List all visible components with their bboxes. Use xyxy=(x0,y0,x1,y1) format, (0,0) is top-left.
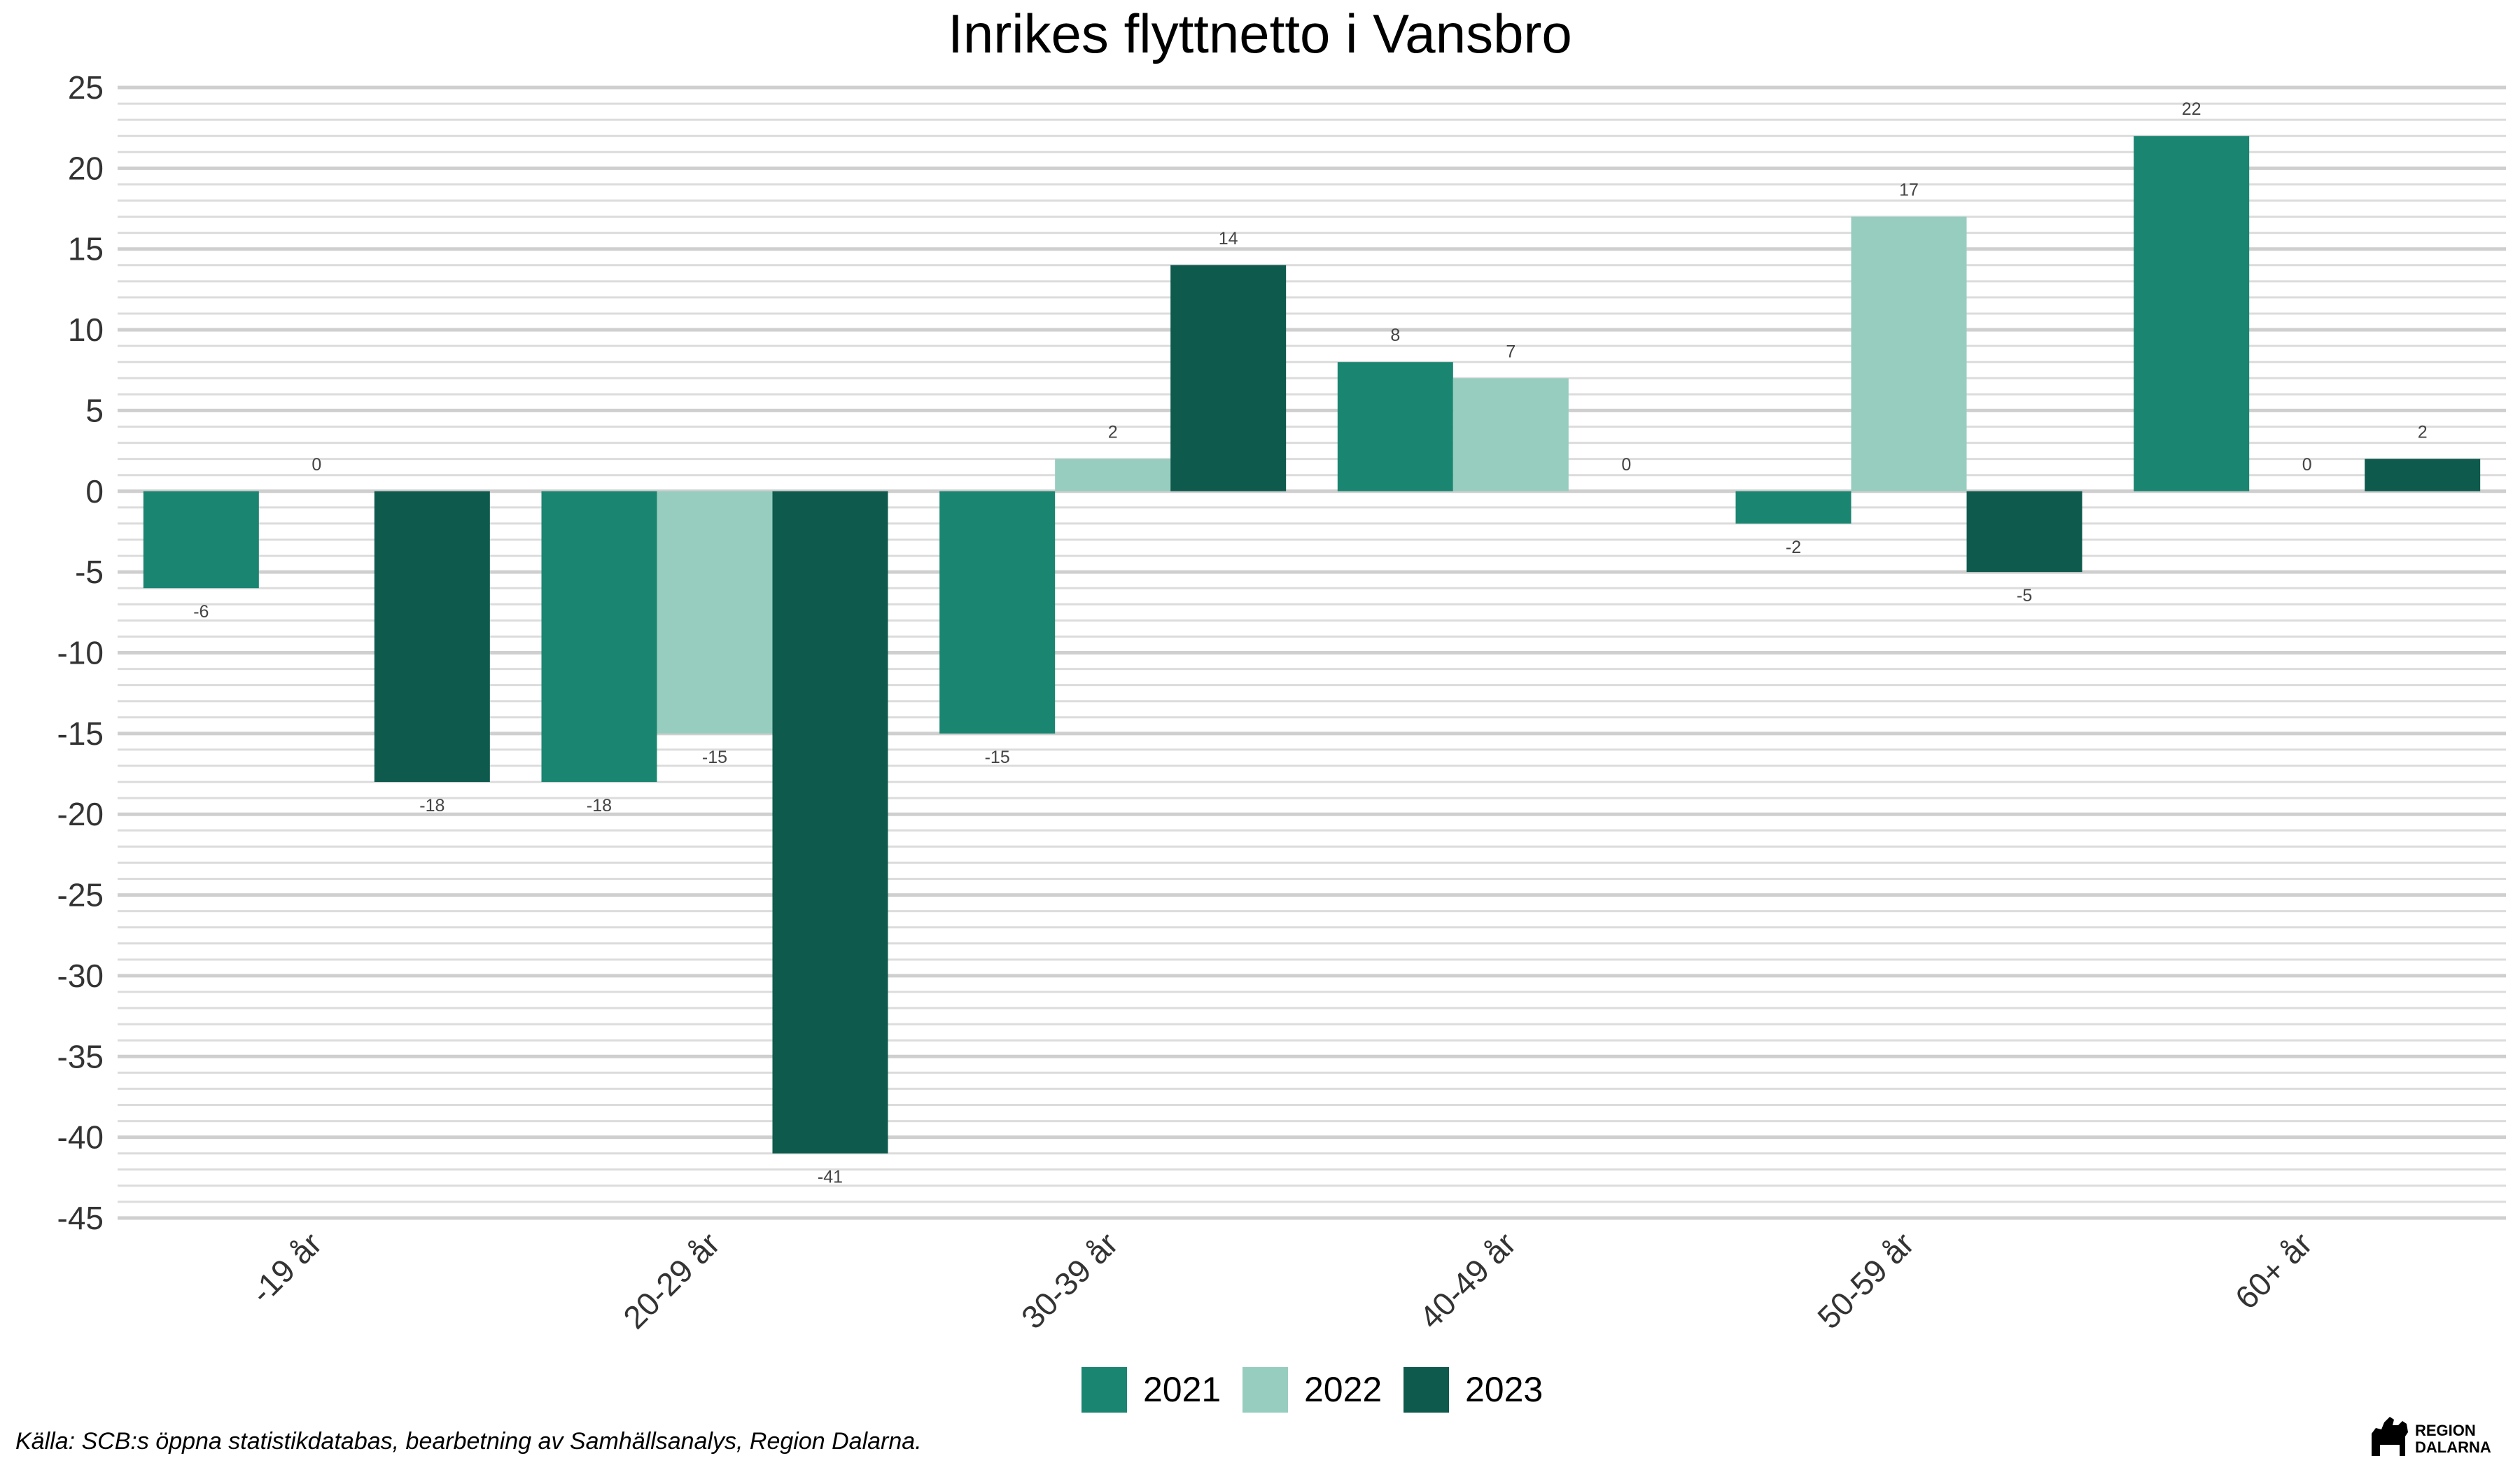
data-label: 2 xyxy=(2418,423,2428,442)
legend-label-2021: 2021 xyxy=(1143,1370,1221,1409)
bar-2022-2 xyxy=(1055,458,1171,491)
y-tick-label: 15 xyxy=(68,231,104,267)
bar-2022-4 xyxy=(1851,216,1967,491)
y-tick-label: 10 xyxy=(68,312,104,348)
data-label: 0 xyxy=(1621,455,1631,475)
bar-2021-4 xyxy=(1735,491,1851,524)
data-label: 0 xyxy=(312,455,321,475)
y-tick-label: -35 xyxy=(57,1038,104,1074)
y-tick-label: -25 xyxy=(57,877,104,913)
y-tick-label: -30 xyxy=(57,958,104,994)
data-label: 7 xyxy=(1506,342,1516,361)
bar-2022-3 xyxy=(1452,378,1569,491)
data-label: -2 xyxy=(1786,538,1801,557)
x-axis: -19 år 20-29 år 30-39 år 40-49 år 50-59 år 60… xyxy=(244,1225,2319,1336)
bar-2021-1 xyxy=(541,491,657,783)
y-tick-label: -10 xyxy=(57,635,104,671)
bar-2023-0 xyxy=(374,491,490,783)
legend-label-2023: 2023 xyxy=(1465,1370,1543,1409)
y-tick-label: -45 xyxy=(57,1200,104,1236)
data-label: -6 xyxy=(193,602,209,622)
source-caption: Källa: SCB:s öppna statistikdatabas, bea… xyxy=(15,1428,922,1455)
dala-horse-icon xyxy=(2372,1417,2408,1456)
logo-line-2: DALARNA xyxy=(2415,1438,2491,1456)
region-dalarna-logo: REGION DALARNA xyxy=(2366,1407,2506,1463)
y-tick-label: 20 xyxy=(68,150,104,186)
bar-2021-0 xyxy=(143,491,259,589)
y-tick-label: 5 xyxy=(85,392,104,428)
bar-2022-1 xyxy=(657,491,773,734)
legend: 2021 2022 2023 xyxy=(1082,1367,1543,1413)
bar-2021-5 xyxy=(2134,136,2250,491)
x-tick-label: 40-49 år xyxy=(1412,1225,1522,1336)
bar-2021-2 xyxy=(939,491,1056,734)
y-tick-label: 0 xyxy=(85,473,104,510)
data-label: -41 xyxy=(818,1168,843,1187)
chart-title: Inrikes flyttnetto i Vansbro xyxy=(948,3,1572,64)
bar-2023-2 xyxy=(1170,265,1287,491)
x-tick-label: 50-59 år xyxy=(1810,1225,1921,1336)
y-axis: 25 20 15 10 5 0 -5 -10 -15 -20 -25 -30 -35 -40 -45 xyxy=(57,69,104,1236)
data-label: -18 xyxy=(587,796,612,816)
bars xyxy=(143,136,2481,1154)
y-tick-label: -5 xyxy=(75,554,104,590)
data-label: 17 xyxy=(1899,181,1919,200)
legend-label-2022: 2022 xyxy=(1304,1370,1382,1409)
data-label: 8 xyxy=(1390,326,1400,345)
y-tick-label: -15 xyxy=(57,715,104,752)
x-tick-label: 20-29 år xyxy=(616,1225,727,1336)
y-tick-label: -20 xyxy=(57,796,104,832)
grid xyxy=(118,85,2506,1220)
data-label: 14 xyxy=(1219,229,1238,248)
legend-swatch-2023 xyxy=(1404,1367,1449,1413)
bar-2023-4 xyxy=(1966,491,2082,573)
legend-swatch-2022 xyxy=(1242,1367,1288,1413)
x-tick-label: 60+ år xyxy=(2228,1225,2319,1316)
legend-swatch-2021 xyxy=(1082,1367,1127,1413)
y-tick-label: -40 xyxy=(57,1119,104,1156)
x-tick-label: 30-39 år xyxy=(1014,1225,1125,1336)
x-tick-label: -19 år xyxy=(244,1225,329,1310)
data-labels: -6 0 -18 -18 -15 -41 -15 2 14 8 7 0 -2 17 -5 22 0 2 xyxy=(193,99,2428,1187)
data-label: 0 xyxy=(2302,455,2312,475)
bar-2023-5 xyxy=(2365,458,2481,491)
logo-line-1: REGION xyxy=(2415,1422,2476,1439)
data-label: -5 xyxy=(2017,586,2032,606)
y-tick-label: 25 xyxy=(68,69,104,106)
bar-2023-1 xyxy=(772,491,888,1154)
data-label: 2 xyxy=(1108,423,1118,442)
data-label: -15 xyxy=(702,748,727,767)
data-label: -18 xyxy=(419,796,444,816)
data-label: -15 xyxy=(985,748,1010,767)
bar-2021-3 xyxy=(1337,362,1453,491)
data-label: 22 xyxy=(2182,99,2202,119)
